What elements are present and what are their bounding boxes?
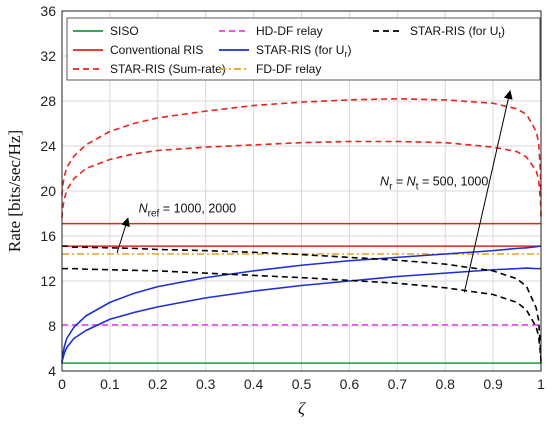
annotation-nt-sub: t <box>416 181 419 192</box>
legend: SISO Conventional RIS STAR-RIS (Sum-rate) H… <box>66 17 541 81</box>
x-tick-labels: 0 0.1 0.2 0.3 0.4 0.5 0.6 0.7 0.8 0.9 1 <box>58 376 545 392</box>
legend-box <box>66 17 541 81</box>
annotation-nref: Nref = 1000, 2000 <box>139 201 237 219</box>
x-tick-label: 0.7 <box>388 376 408 392</box>
legend-label-main: STAR-RIS (for U <box>256 43 344 57</box>
x-tick-label: 0.2 <box>148 376 168 392</box>
legend-label-close: ) <box>347 43 351 57</box>
x-tick-label: 0.3 <box>196 376 216 392</box>
x-tick-label: 0.8 <box>435 376 455 392</box>
x-tick-label: 1 <box>537 376 545 392</box>
legend-label-main: Conventional RIS <box>110 43 203 57</box>
legend-label-close: ) <box>501 24 505 38</box>
y-tick-label: 32 <box>40 48 56 64</box>
legend-label: Conventional RIS <box>110 43 203 57</box>
arrow-nref <box>116 217 130 254</box>
y-tick-label: 28 <box>40 93 56 109</box>
y-tick-label: 36 <box>40 3 56 19</box>
x-tick-label: 0.5 <box>292 376 312 392</box>
y-tick-label: 8 <box>48 318 56 334</box>
legend-label: SISO <box>110 24 139 38</box>
annotation-arrows <box>116 90 513 293</box>
series-line-8 <box>61 245 542 364</box>
plot-frame <box>61 10 542 372</box>
x-tick-label: 0 <box>58 376 66 392</box>
annotation-nref-sub: ref <box>148 208 160 219</box>
series-line-5 <box>61 140 542 219</box>
y-tick-label: 4 <box>48 363 56 379</box>
series-line-4 <box>61 97 542 196</box>
annotation-nr-eq: = <box>392 174 406 188</box>
annotation-nr-nt: Nr = Nt = 500, 1000 <box>380 174 488 192</box>
x-tick-label: 0.9 <box>483 376 503 392</box>
legend-label: STAR-RIS (for Ur) <box>256 43 351 59</box>
y-axis-label: Rate [bits/sec/Hz] <box>5 130 24 252</box>
y-tick-labels: 4 8 12 16 20 24 28 32 36 <box>40 3 56 379</box>
x-tick-label: 0.6 <box>340 376 360 392</box>
annotation-nrt-value: = 500, 1000 <box>418 174 488 188</box>
annotation-nr-sub: r <box>389 181 393 192</box>
series-line-11 <box>61 267 542 364</box>
x-axis-label: ζ <box>298 399 306 418</box>
y-tick-label: 12 <box>40 273 56 289</box>
y-tick-label: 24 <box>40 138 56 154</box>
legend-label: HD-DF relay <box>256 24 323 38</box>
x-tick-label: 0.1 <box>100 376 120 392</box>
legend-label-sub: r <box>344 49 347 59</box>
legend-label-main: HD-DF relay <box>256 24 323 38</box>
legend-label: STAR-RIS (Sum-rate) <box>110 62 226 76</box>
series-line-9 <box>61 267 542 364</box>
legend-label-main: FD-DF relay <box>256 62 321 76</box>
legend-label: STAR-RIS (for Ut) <box>410 24 505 40</box>
legend-label-sub: t <box>498 30 501 40</box>
legend-label-main: SISO <box>110 24 139 38</box>
arrow-nr-nt <box>463 90 513 293</box>
y-tick-label: 20 <box>40 183 56 199</box>
annotation-nr-symbol: N <box>380 174 390 188</box>
annotation-nt-symbol: N <box>407 174 417 188</box>
series-line-10 <box>61 245 542 364</box>
y-tick-label: 16 <box>40 228 56 244</box>
x-tick-label: 0.4 <box>244 376 264 392</box>
annotation-nref-value: = 1000, 2000 <box>159 201 236 215</box>
series-lines <box>61 97 542 364</box>
legend-label-main: STAR-RIS (Sum-rate) <box>110 62 226 76</box>
legend-label: FD-DF relay <box>256 62 321 76</box>
annotation-nref-symbol: N <box>139 201 149 215</box>
legend-label-main: STAR-RIS (for U <box>410 24 498 38</box>
